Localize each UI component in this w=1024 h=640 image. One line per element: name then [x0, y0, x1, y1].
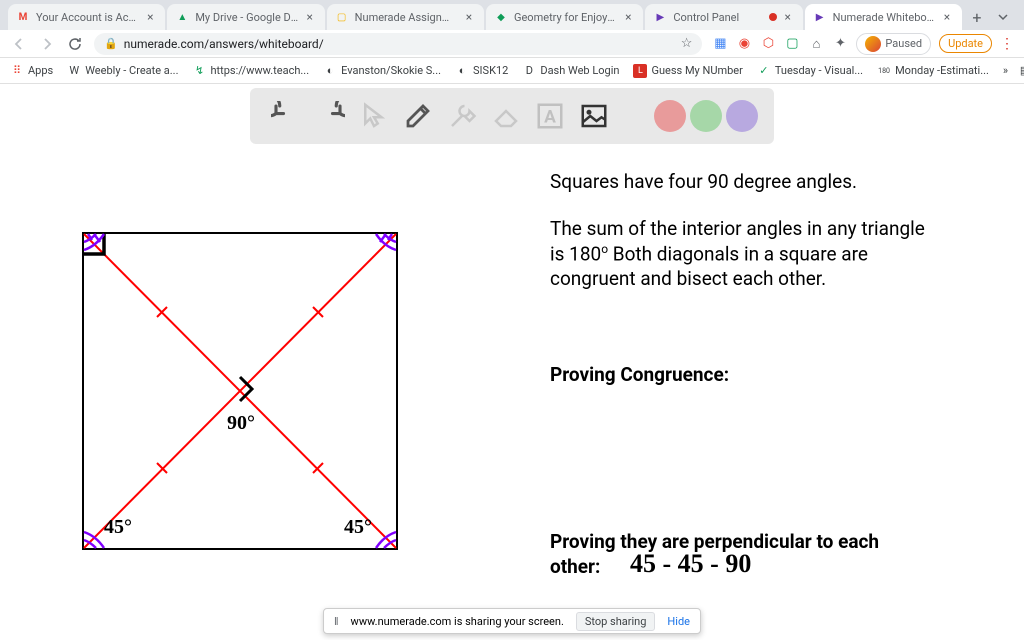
bookmark-sisk12[interactable]: ◐SISK12: [455, 64, 508, 78]
tab-slides[interactable]: ▢ Numerade Assignment 1: P ×: [327, 4, 484, 30]
text-line2: The sum of the interior angles in any tr…: [550, 217, 970, 291]
sheets-icon: ◆: [494, 10, 508, 24]
update-button[interactable]: Update: [939, 34, 992, 53]
square-diagram: 90° 45° 45°: [82, 232, 398, 550]
close-icon[interactable]: ×: [303, 10, 317, 24]
share-indicator-icon: ‖: [334, 615, 339, 628]
bookmark-weebly[interactable]: WWeebly - Create a...: [67, 64, 178, 78]
redo-button[interactable]: [310, 96, 350, 136]
whiteboard-toolbar: A: [250, 88, 774, 144]
paused-label: Paused: [885, 37, 922, 50]
tab-whiteboard[interactable]: ▶ Numerade Whiteboard ×: [805, 4, 962, 30]
tab-title: Your Account is Active! - to: [36, 11, 139, 24]
tab-title: Control Panel: [673, 11, 764, 24]
ext-icon[interactable]: ▢: [784, 36, 800, 52]
site-icon: ↯: [192, 64, 206, 78]
heading-congruence: Proving Congruence:: [550, 363, 729, 388]
screen-share-bar: ‖ www.numerade.com is sharing your scree…: [323, 608, 701, 634]
back-button[interactable]: [10, 35, 28, 53]
site-icon: ✓: [757, 64, 771, 78]
color-red[interactable]: [654, 100, 686, 132]
undo-button[interactable]: [266, 96, 306, 136]
color-purple[interactable]: [726, 100, 758, 132]
bookmark-dash[interactable]: DDash Web Login: [522, 64, 619, 78]
weebly-icon: W: [67, 64, 81, 78]
globe-icon: ◐: [455, 64, 469, 78]
tab-title: Numerade Whiteboard: [833, 11, 936, 24]
tab-geometry[interactable]: ◆ Geometry for Enjoyment 9 ×: [486, 4, 643, 30]
stop-sharing-button[interactable]: Stop sharing: [576, 612, 656, 631]
extensions-icon[interactable]: ✦: [832, 36, 848, 52]
numerade-icon: ▶: [653, 10, 667, 24]
text-line1: Squares have four 90 degree angles.: [550, 170, 857, 195]
avatar: [865, 36, 881, 52]
close-icon[interactable]: ×: [940, 10, 954, 24]
close-icon[interactable]: ×: [781, 10, 795, 24]
site-icon: 180: [877, 64, 891, 78]
tab-gmail[interactable]: M Your Account is Active! - to ×: [8, 4, 165, 30]
pointer-tool[interactable]: [354, 96, 394, 136]
text-tool[interactable]: A: [530, 96, 570, 136]
bookmark-guess[interactable]: LGuess My NUmber: [633, 64, 742, 78]
numerade-icon: ▶: [813, 10, 827, 24]
site-icon: D: [522, 64, 536, 78]
ext-icon[interactable]: ▦: [712, 36, 728, 52]
star-icon[interactable]: ☆: [681, 36, 693, 51]
bookmark-teach[interactable]: ↯https://www.teach...: [192, 64, 309, 78]
bookmark-apps[interactable]: ⠿Apps: [10, 64, 53, 78]
reload-button[interactable]: [66, 35, 84, 53]
gmail-icon: M: [16, 10, 30, 24]
ext-icon[interactable]: ◉: [736, 36, 752, 52]
svg-text:A: A: [544, 107, 556, 127]
omnibox[interactable]: 🔒 numerade.com/answers/whiteboard/ ☆: [94, 33, 702, 55]
center-angle-label: 90°: [227, 412, 255, 435]
reading-list-icon: ▤: [1018, 64, 1024, 78]
bookmark-tuesday[interactable]: ✓Tuesday - Visual...: [757, 64, 863, 78]
color-black[interactable]: [618, 100, 650, 132]
handwritten-45-45-90: 45 - 45 - 90: [630, 549, 751, 579]
minimize-button[interactable]: [990, 4, 1016, 30]
extension-icons: ▦ ◉ ⬡ ▢ ⌂ ✦ Paused Update ⋮: [712, 33, 1014, 55]
share-message: www.numerade.com is sharing your screen.: [351, 615, 564, 628]
menu-button[interactable]: ⋮: [1000, 36, 1014, 52]
profile-chip[interactable]: Paused: [856, 33, 931, 55]
tab-control-panel[interactable]: ▶ Control Panel ×: [645, 4, 802, 30]
drive-icon: ▲: [175, 10, 189, 24]
new-tab-button[interactable]: +: [964, 4, 990, 30]
bookmarks-bar: ⠿Apps WWeebly - Create a... ↯https://www…: [0, 58, 1024, 84]
bookmarks-overflow[interactable]: »: [1003, 64, 1008, 77]
bookmark-monday[interactable]: 180Monday -Estimati...: [877, 64, 989, 78]
image-tool[interactable]: [574, 96, 614, 136]
ext-icon[interactable]: ⬡: [760, 36, 776, 52]
close-icon[interactable]: ×: [621, 10, 635, 24]
site-icon: L: [633, 64, 647, 78]
tab-drive[interactable]: ▲ My Drive - Google Drive ×: [167, 4, 324, 30]
tab-title: Numerade Assignment 1: P: [355, 11, 458, 24]
close-icon[interactable]: ×: [143, 10, 157, 24]
color-green[interactable]: [690, 100, 722, 132]
globe-icon: ◐: [323, 64, 337, 78]
diagram-svg: [82, 232, 398, 550]
reading-list-button[interactable]: ▤Reading List: [1018, 64, 1024, 78]
bl-angle-label: 45°: [104, 516, 132, 539]
hide-button[interactable]: Hide: [667, 615, 690, 628]
tab-strip: M Your Account is Active! - to × ▲ My Dr…: [0, 0, 1024, 30]
br-angle-label: 45°: [344, 516, 372, 539]
close-icon[interactable]: ×: [462, 10, 476, 24]
address-bar: 🔒 numerade.com/answers/whiteboard/ ☆ ▦ ◉…: [0, 30, 1024, 58]
apps-icon: ⠿: [10, 64, 24, 78]
lock-icon: 🔒: [104, 37, 118, 50]
slides-icon: ▢: [335, 10, 349, 24]
url-text: numerade.com/answers/whiteboard/: [124, 37, 681, 51]
recording-icon: [769, 13, 777, 21]
eraser-tool[interactable]: [486, 96, 526, 136]
ext-icon[interactable]: ⌂: [808, 36, 824, 52]
bookmark-evanston[interactable]: ◐Evanston/Skokie S...: [323, 64, 441, 78]
tools-button[interactable]: [442, 96, 482, 136]
pen-tool[interactable]: [398, 96, 438, 136]
forward-button[interactable]: [38, 35, 56, 53]
tab-title: Geometry for Enjoyment 9: [514, 11, 617, 24]
tab-title: My Drive - Google Drive: [195, 11, 298, 24]
